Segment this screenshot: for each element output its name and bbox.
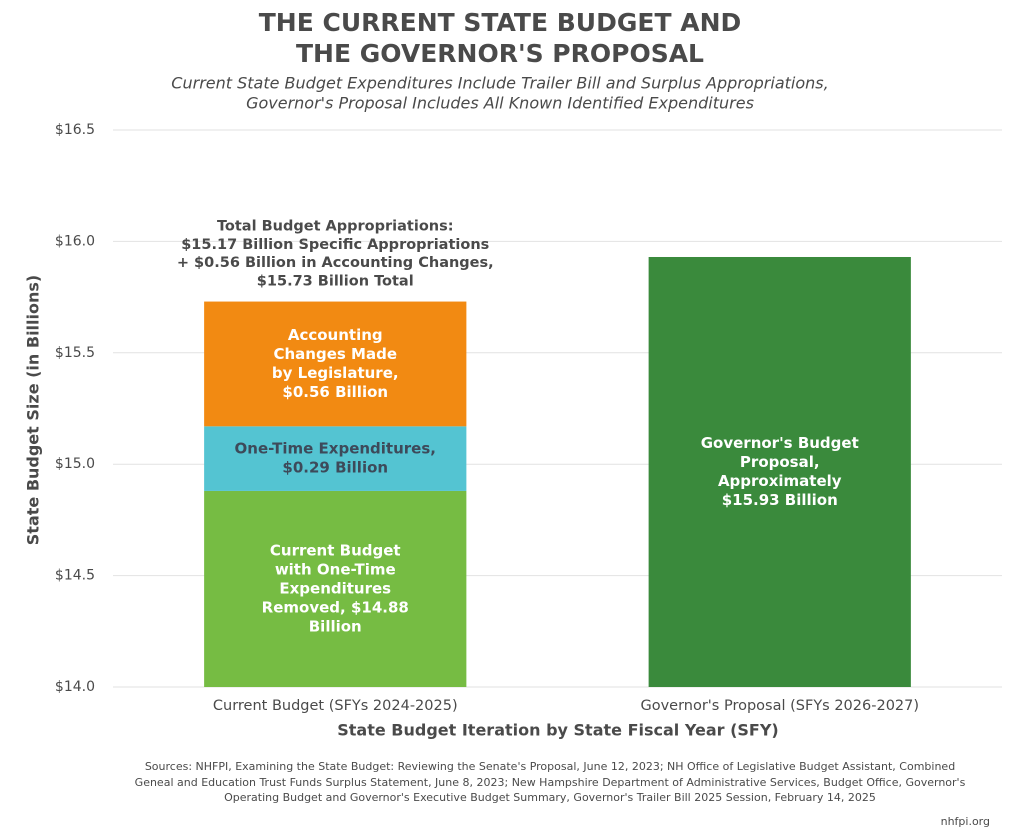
bar-label: by Legislature, <box>272 364 399 382</box>
bar-label: Billion <box>309 618 362 636</box>
chart-title: THE GOVERNOR'S PROPOSAL <box>296 39 704 68</box>
bar-label: $15.93 Billion <box>722 491 838 509</box>
bar-label: Accounting <box>288 326 383 344</box>
chart-title: THE CURRENT STATE BUDGET AND <box>259 8 742 37</box>
y-tick-label: $14.5 <box>55 568 95 584</box>
bar-segment <box>648 256 911 687</box>
bar-label: One-Time Expenditures, <box>235 440 436 458</box>
bar-label: Governor's Budget <box>701 434 859 452</box>
subtitle: Governor's Proposal Includes All Known I… <box>246 94 754 113</box>
y-tick-label: $16.5 <box>55 122 95 138</box>
x-tick-label: Governor's Proposal (SFYs 2026-2027) <box>640 698 919 714</box>
y-axis-title: State Budget Size (in Billions) <box>24 275 43 545</box>
bar-segment <box>204 301 467 427</box>
bar-label: Current Budget <box>270 541 401 559</box>
bar-label: + $0.56 Billion in Accounting Changes, <box>177 255 494 271</box>
bar-label: Removed, $14.88 <box>262 599 409 617</box>
subtitle: Current State Budget Expenditures Includ… <box>171 74 828 93</box>
bar-label: Approximately <box>718 472 842 490</box>
source: Geneal and Education Trust Funds Surplus… <box>135 776 966 789</box>
bar-label: Total Budget Appropriations: <box>217 218 454 234</box>
x-axis-title: State Budget Iteration by State Fiscal Y… <box>337 721 778 740</box>
y-tick-label: $14.0 <box>55 679 95 695</box>
y-tick-label: $15.0 <box>55 456 95 472</box>
y-tick-label: $16.0 <box>55 233 95 249</box>
source: Operating Budget and Governor's Executiv… <box>224 791 876 804</box>
bar-label: Changes Made <box>273 345 397 363</box>
source: Sources: NHFPI, Examining the State Budg… <box>145 760 955 773</box>
bar-label: Expenditures <box>279 579 391 597</box>
bar-label: $15.73 Billion Total <box>257 274 414 290</box>
x-tick-label: Current Budget (SFYs 2024-2025) <box>213 698 458 714</box>
bar-label: $0.56 Billion <box>282 383 388 401</box>
y-tick-label: $15.5 <box>55 345 95 361</box>
bar-segment <box>204 490 467 687</box>
bar-label: with One-Time <box>275 560 396 578</box>
bar-label: $0.29 Billion <box>282 459 388 477</box>
bar-segment <box>204 426 467 491</box>
bar-label: $15.17 Billion Specific Appropriations <box>181 237 489 253</box>
bar-label: Proposal, <box>740 453 820 471</box>
credit: nhfpi.org <box>941 815 990 828</box>
